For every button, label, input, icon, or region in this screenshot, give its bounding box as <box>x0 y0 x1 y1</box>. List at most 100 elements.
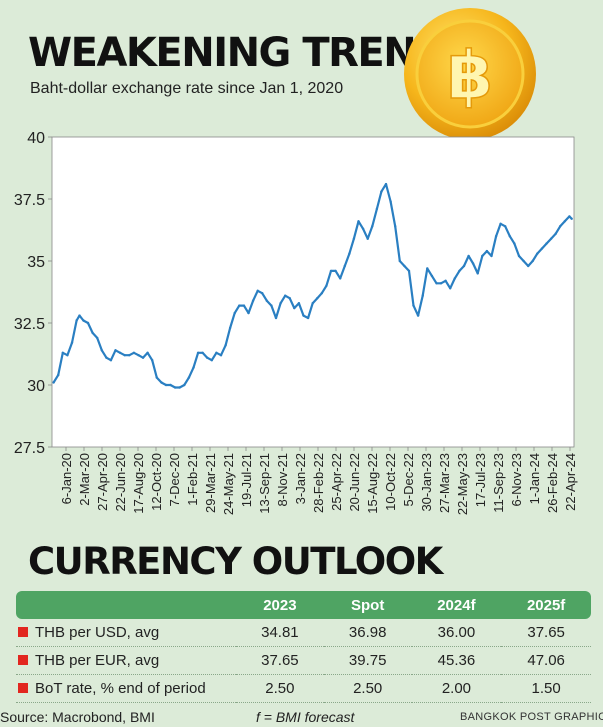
data-point <box>141 356 145 359</box>
x-tick-label: 15-Aug-22 <box>365 453 380 514</box>
exchange-rate-chart: 27.5 30 32.5 35 37.5 40 6-Jan-20 2-Mar-20 27-Ap… <box>14 130 578 515</box>
data-point <box>536 252 539 255</box>
data-point <box>242 304 246 307</box>
y-tick-label: 32.5 <box>14 316 45 333</box>
x-tick-label: 1-Jan-24 <box>527 453 542 504</box>
data-point <box>325 284 328 287</box>
chart-title: WEAKENING TREND <box>28 30 448 76</box>
data-point <box>334 269 337 273</box>
data-point <box>545 242 548 245</box>
data-point <box>279 302 282 305</box>
source-note: Source: Macrobond, BMI <box>0 709 155 725</box>
data-point <box>151 359 154 362</box>
x-tick-label: 12-Oct-20 <box>149 453 164 511</box>
x-tick-label: 24-May-21 <box>221 453 236 515</box>
data-point <box>540 247 544 250</box>
table-cell: 36.98 <box>323 619 412 647</box>
table-row: THB per USD, avg 34.81 36.98 36.00 37.65 <box>16 619 591 647</box>
x-tick-label: 8-Nov-21 <box>275 453 290 506</box>
data-point <box>311 302 314 305</box>
data-point <box>430 274 434 278</box>
data-point <box>82 319 85 322</box>
data-point <box>288 297 291 300</box>
data-point <box>389 200 392 203</box>
data-point <box>265 299 268 302</box>
plot-area <box>51 136 575 448</box>
row-label: THB per EUR, avg <box>16 646 236 675</box>
data-point <box>320 292 323 295</box>
header-cell-label <box>16 591 236 619</box>
data-point <box>568 215 571 218</box>
data-point <box>251 299 255 302</box>
data-point <box>201 351 204 354</box>
data-point <box>215 351 218 354</box>
data-point <box>316 297 319 300</box>
row-label-text: THB per USD, avg <box>35 624 160 641</box>
data-point <box>75 319 78 322</box>
data-point <box>302 314 305 317</box>
data-point <box>270 304 273 307</box>
data-point <box>329 269 333 273</box>
data-point <box>224 344 227 347</box>
x-tick-label: 25-Apr-22 <box>329 453 344 511</box>
series-line <box>52 182 573 389</box>
header-cell-spot: Spot <box>323 591 412 619</box>
data-point <box>256 289 259 292</box>
data-point <box>563 220 566 223</box>
x-tick-label: 1-Feb-21 <box>185 453 200 506</box>
x-tick-label: 19-Jul-21 <box>239 453 254 507</box>
x-tick-label: 11-Sep-23 <box>491 453 506 513</box>
y-tick-label: 37.5 <box>14 192 45 209</box>
x-tick-label: 2-Mar-20 <box>77 453 92 506</box>
data-point <box>394 225 397 228</box>
data-point <box>398 259 401 263</box>
x-tick-label: 10-Oct-22 <box>383 453 398 511</box>
data-point <box>91 331 94 335</box>
data-point <box>490 254 493 258</box>
y-tick-label: 35 <box>27 254 45 271</box>
data-point <box>348 252 351 255</box>
data-point <box>416 314 420 317</box>
data-point <box>435 282 438 285</box>
row-label: THB per USD, avg <box>16 619 236 647</box>
header-cell-2024f: 2024f <box>411 591 502 619</box>
data-point <box>210 359 213 362</box>
data-point <box>164 383 168 387</box>
data-point <box>384 182 388 186</box>
data-point <box>70 341 74 344</box>
x-tick-label: 20-Jun-22 <box>347 453 362 512</box>
x-tick-label: 27-Apr-20 <box>95 453 110 511</box>
x-tick-label: 29-Mar-21 <box>203 453 218 513</box>
data-point <box>109 359 113 362</box>
data-point <box>284 294 287 297</box>
table-cell: 37.65 <box>236 646 324 675</box>
data-point <box>219 354 223 357</box>
data-point <box>352 237 356 240</box>
data-point <box>462 264 466 268</box>
data-point <box>247 311 250 315</box>
data-point <box>96 336 99 340</box>
currency-outlook-table: 2023 Spot 2024f 2025f THB per USD, avg 3… <box>16 591 591 703</box>
data-point <box>549 237 553 240</box>
data-point <box>306 316 310 320</box>
row-label-text: THB per EUR, avg <box>35 652 160 669</box>
graphics-credit: BANGKOK POST GRAPHICS <box>460 711 603 723</box>
header-cell-2023: 2023 <box>236 591 324 619</box>
data-point <box>403 264 406 268</box>
data-point <box>146 351 149 354</box>
data-point <box>178 386 181 389</box>
data-point <box>297 302 301 305</box>
data-point <box>155 376 158 379</box>
forecast-note: f = BMI forecast <box>256 709 355 725</box>
table-cell: 39.75 <box>323 646 412 675</box>
table-cell: 34.81 <box>236 619 324 647</box>
data-point <box>559 225 562 228</box>
data-point <box>476 272 479 275</box>
data-point <box>527 264 530 268</box>
data-point <box>366 237 369 240</box>
row-label-text: BoT rate, % end of period <box>35 680 206 697</box>
data-point <box>371 225 374 228</box>
data-point <box>233 311 236 315</box>
data-point <box>439 282 443 285</box>
data-point <box>66 354 69 357</box>
